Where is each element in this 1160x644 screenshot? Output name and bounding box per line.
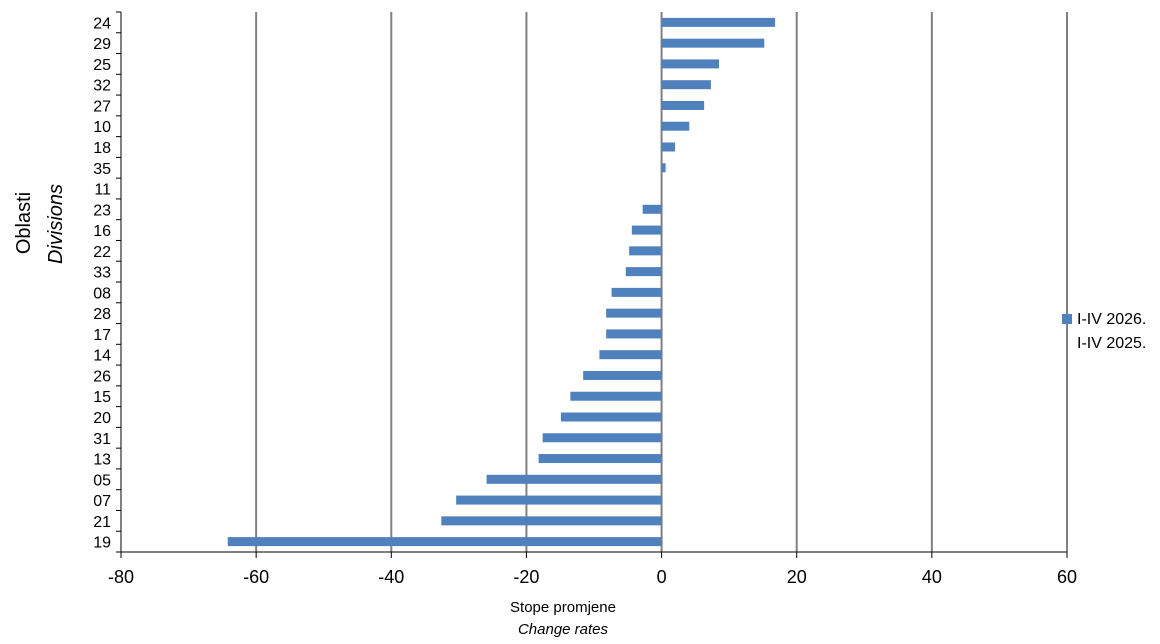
bar-15: [570, 391, 662, 401]
y-tick-label: 35: [93, 161, 111, 178]
bar-27: [661, 100, 705, 110]
y-tick-label: 15: [93, 389, 111, 406]
bar-05: [486, 474, 662, 484]
bar-29: [661, 38, 765, 48]
bar-23: [642, 204, 662, 214]
y-tick-label: 27: [93, 98, 111, 115]
bar-17: [606, 329, 662, 339]
y-tick-label: 31: [93, 431, 111, 448]
bar-16: [631, 225, 662, 235]
bar-08: [611, 287, 662, 297]
x-tick-labels: -80 -60 -40 -20 0 20 40 60: [108, 567, 1077, 587]
x-tick-label: -20: [513, 567, 539, 587]
bar-35: [661, 163, 666, 173]
bar-10: [661, 121, 690, 131]
y-axis-label: Oblasti: [13, 192, 35, 254]
bars: [227, 17, 776, 547]
axes: [116, 11, 1068, 558]
bar-21: [441, 516, 662, 526]
bar-18: [661, 142, 676, 152]
bar-19: [227, 537, 662, 547]
y-tick-label: 14: [93, 348, 111, 365]
y-tick-label: 32: [93, 78, 111, 95]
y-tick-label: 24: [93, 15, 111, 32]
y-tick-label: 11: [94, 182, 111, 199]
bar-13: [538, 454, 662, 464]
x-tick-label: -60: [243, 567, 269, 587]
y-tick-label: 19: [93, 535, 111, 552]
y-tick-label: 23: [93, 202, 111, 219]
x-tick-label: 40: [922, 567, 942, 587]
y-tick-label: 17: [93, 327, 111, 344]
bar-28: [606, 308, 662, 318]
x-tick-label: 0: [657, 567, 667, 587]
y-tick-label: 07: [93, 493, 111, 510]
y-tick-label: 33: [93, 265, 111, 282]
x-axis-label-english: Change rates: [518, 621, 609, 638]
legend: I-IV 2026. I-IV 2025.: [1062, 311, 1146, 352]
y-tick-label: 25: [93, 57, 111, 74]
y-tick-label: 10: [93, 119, 111, 136]
y-tick-labels: 24 29 25 32 27 10 18 35 11 23 16 22 33 08 28 17 14 26 15 20…: [93, 15, 111, 551]
bar-07: [456, 495, 662, 505]
bar-25: [661, 59, 720, 69]
y-tick-label: 18: [93, 140, 111, 157]
x-tick-label: -80: [108, 567, 134, 587]
bar-22: [629, 246, 662, 256]
bar-31: [542, 433, 662, 443]
y-axis-label-english: Divisions: [45, 184, 67, 264]
y-tick-label: 26: [93, 368, 111, 385]
legend-swatch: [1062, 314, 1072, 324]
legend-label-1: I-IV 2026.: [1077, 311, 1146, 328]
legend-label-2: I-IV 2025.: [1077, 335, 1146, 352]
y-tick-label: 21: [93, 514, 111, 531]
x-tick-label: -40: [378, 567, 404, 587]
bar-33: [625, 267, 662, 277]
y-tick-label: 28: [93, 306, 111, 323]
bar-14: [599, 350, 662, 360]
y-tick-label: 22: [93, 244, 111, 261]
bar-32: [661, 80, 711, 90]
gridlines: [255, 12, 1068, 552]
x-tick-label: 60: [1057, 567, 1077, 587]
y-tick-label: 13: [93, 452, 111, 469]
y-tick-label: 16: [93, 223, 111, 240]
x-axis-label: Stope promjene: [510, 599, 616, 616]
y-tick-label: 20: [93, 410, 111, 427]
bar-24: [661, 17, 776, 27]
y-tick-label: 08: [93, 285, 111, 302]
bar-20: [560, 412, 662, 422]
bar-26: [583, 370, 662, 380]
x-tick-label: 20: [787, 567, 807, 587]
y-tick-label: 29: [93, 36, 111, 53]
y-tick-label: 05: [93, 472, 111, 489]
